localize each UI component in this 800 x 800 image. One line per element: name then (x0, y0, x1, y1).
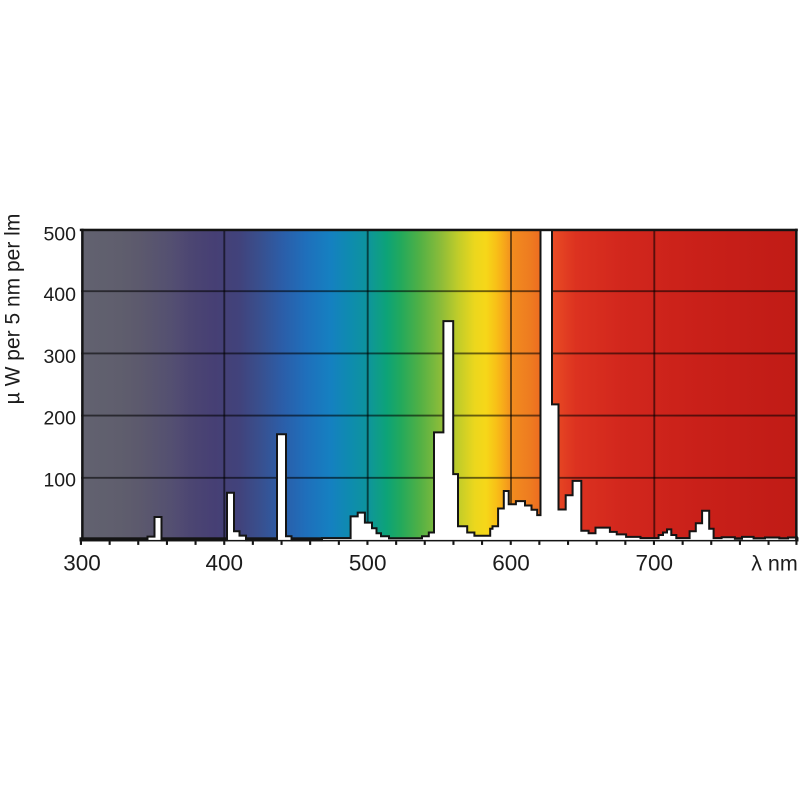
svg-text:λ nm: λ nm (751, 552, 798, 576)
svg-text:500: 500 (349, 551, 387, 576)
svg-text:400: 400 (43, 284, 76, 306)
svg-text:700: 700 (636, 551, 674, 576)
svg-text:600: 600 (492, 551, 530, 576)
svg-text:500: 500 (43, 223, 76, 245)
svg-text:300: 300 (43, 346, 76, 368)
svg-text:µ W per 5 nm per lm: µ W per 5 nm per lm (2, 214, 25, 405)
svg-text:200: 200 (43, 408, 76, 430)
svg-text:400: 400 (206, 551, 244, 576)
svg-text:100: 100 (43, 469, 76, 491)
svg-text:300: 300 (63, 551, 101, 576)
